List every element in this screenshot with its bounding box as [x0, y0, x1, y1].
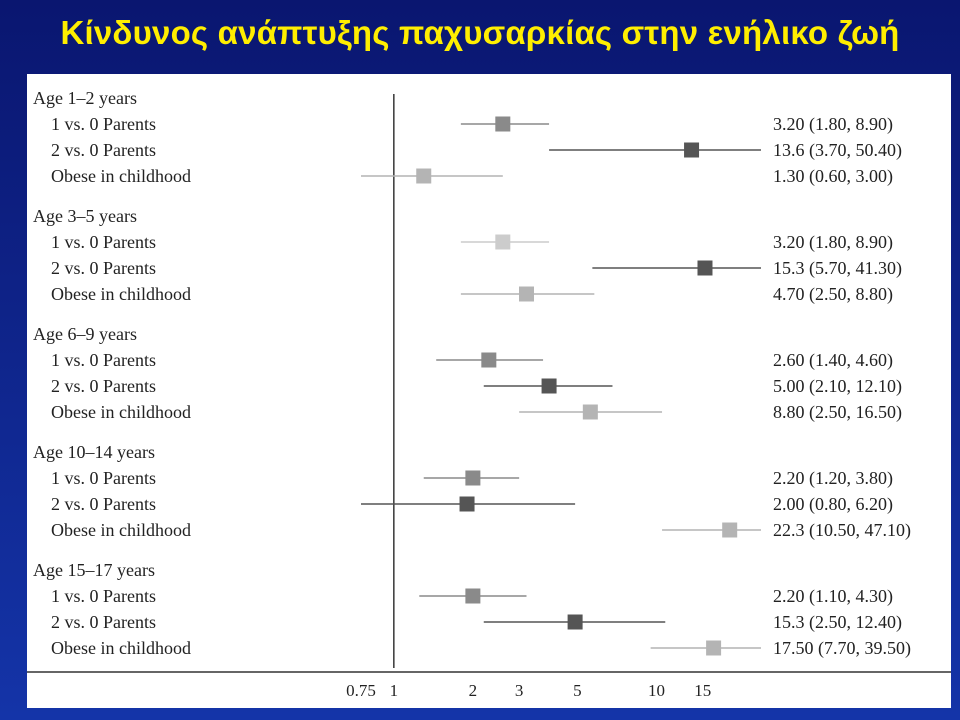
estimate-marker — [722, 522, 738, 538]
estimate-marker — [481, 352, 497, 368]
estimate-marker — [684, 142, 700, 158]
estimate-marker — [495, 116, 511, 132]
row-label: Obese in childhood — [51, 638, 191, 658]
group-label: Age 10–14 years — [33, 442, 155, 462]
chart-panel: Age 1–2 years 1 vs. 0 Parents 3.20 (1.80, … — [27, 74, 951, 708]
row-label: 2 vs. 0 Parents — [51, 258, 156, 278]
value-label: 13.6 (3.70, 50.40) — [773, 140, 902, 161]
row-label: 2 vs. 0 Parents — [51, 612, 156, 632]
group-label: Age 1–2 years — [33, 88, 137, 108]
value-label: 2.20 (1.20, 3.80) — [773, 468, 893, 489]
value-label: 2.20 (1.10, 4.30) — [773, 586, 893, 607]
value-label: 22.3 (10.50, 47.10) — [773, 520, 911, 541]
estimate-marker — [582, 404, 598, 420]
value-label: 3.20 (1.80, 8.90) — [773, 232, 893, 253]
value-label: 15.3 (5.70, 41.30) — [773, 258, 902, 279]
row-label: 1 vs. 0 Parents — [51, 114, 156, 134]
row-label: 1 vs. 0 Parents — [51, 586, 156, 606]
value-label: 8.80 (2.50, 16.50) — [773, 402, 902, 423]
row-label: Obese in childhood — [51, 520, 191, 540]
value-label: 1.30 (0.60, 3.00) — [773, 166, 893, 187]
value-label: 5.00 (2.10, 12.10) — [773, 376, 902, 397]
value-label: 2.00 (0.80, 6.20) — [773, 494, 893, 515]
estimate-marker — [495, 234, 511, 250]
row-label: 1 vs. 0 Parents — [51, 468, 156, 488]
group-label: Age 3–5 years — [33, 206, 137, 226]
x-tick-label: 15 — [694, 681, 711, 700]
x-tick-label: 3 — [515, 681, 524, 700]
row-label: Obese in childhood — [51, 284, 191, 304]
forest-plot: Age 1–2 years 1 vs. 0 Parents 3.20 (1.80, … — [27, 88, 951, 700]
value-label: 4.70 (2.50, 8.80) — [773, 284, 893, 305]
estimate-marker — [567, 614, 583, 630]
estimate-marker — [465, 588, 481, 604]
x-tick-label: 0.75 — [346, 681, 376, 700]
x-tick-label: 1 — [390, 681, 399, 700]
row-label: 2 vs. 0 Parents — [51, 376, 156, 396]
row-label: 1 vs. 0 Parents — [51, 350, 156, 370]
row-label: 2 vs. 0 Parents — [51, 494, 156, 514]
estimate-marker — [416, 168, 432, 184]
x-tick-label: 10 — [648, 681, 665, 700]
estimate-marker — [541, 378, 557, 394]
x-tick-label: 2 — [469, 681, 478, 700]
estimate-marker — [518, 286, 534, 302]
value-label: 2.60 (1.40, 4.60) — [773, 350, 893, 371]
estimate-marker — [459, 496, 475, 512]
value-label: 3.20 (1.80, 8.90) — [773, 114, 893, 135]
slide-title: Κίνδυνος ανάπτυξης παχυσαρκίας στην ενήλ… — [60, 14, 900, 51]
estimate-marker — [697, 260, 713, 276]
row-label: 1 vs. 0 Parents — [51, 232, 156, 252]
x-tick-label: 5 — [573, 681, 582, 700]
row-label: Obese in childhood — [51, 402, 191, 422]
row-label: 2 vs. 0 Parents — [51, 140, 156, 160]
value-label: 15.3 (2.50, 12.40) — [773, 612, 902, 633]
estimate-marker — [706, 640, 722, 656]
row-label: Obese in childhood — [51, 166, 191, 186]
group-label: Age 6–9 years — [33, 324, 137, 344]
group-label: Age 15–17 years — [33, 560, 155, 580]
value-label: 17.50 (7.70, 39.50) — [773, 638, 911, 659]
estimate-marker — [465, 470, 481, 486]
